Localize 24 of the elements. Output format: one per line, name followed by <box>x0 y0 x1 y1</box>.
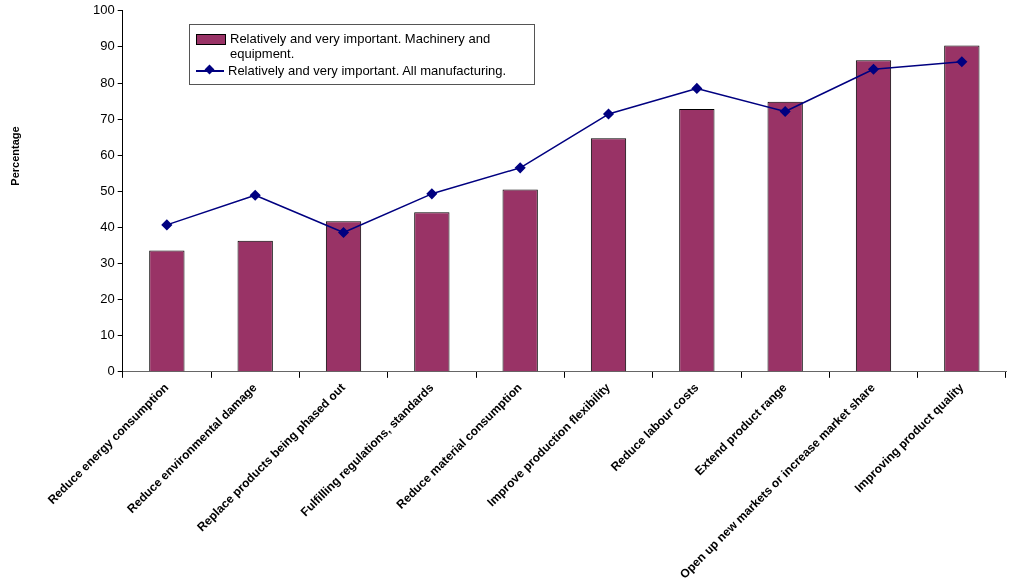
y-tick-label: 50 <box>100 182 115 198</box>
legend-label: Relatively and very important. All manufacturing. <box>228 63 507 78</box>
y-axis-title: Percentage <box>9 125 21 188</box>
legend-label: Relatively and very important. Machinery and equipment. <box>230 31 492 61</box>
point <box>603 108 614 120</box>
point <box>779 106 791 117</box>
point <box>691 83 703 94</box>
y-tick-label: 80 <box>100 74 115 90</box>
y-tick-label: 0 <box>107 363 115 379</box>
point <box>868 64 879 75</box>
point <box>161 219 173 231</box>
y-tick-label: 10 <box>100 327 115 343</box>
y-tick-label: 40 <box>100 218 115 234</box>
point <box>426 188 438 200</box>
point <box>956 56 968 67</box>
y-tick-label: 30 <box>100 255 115 271</box>
point <box>338 227 349 238</box>
y-tick-label: 90 <box>100 38 115 54</box>
y-tick-label: 20 <box>100 291 115 307</box>
point <box>514 162 526 174</box>
y-tick-label: 100 <box>92 2 115 18</box>
y-tick-label: 70 <box>100 110 115 126</box>
y-tick-label: 60 <box>100 146 115 162</box>
point <box>249 190 261 201</box>
